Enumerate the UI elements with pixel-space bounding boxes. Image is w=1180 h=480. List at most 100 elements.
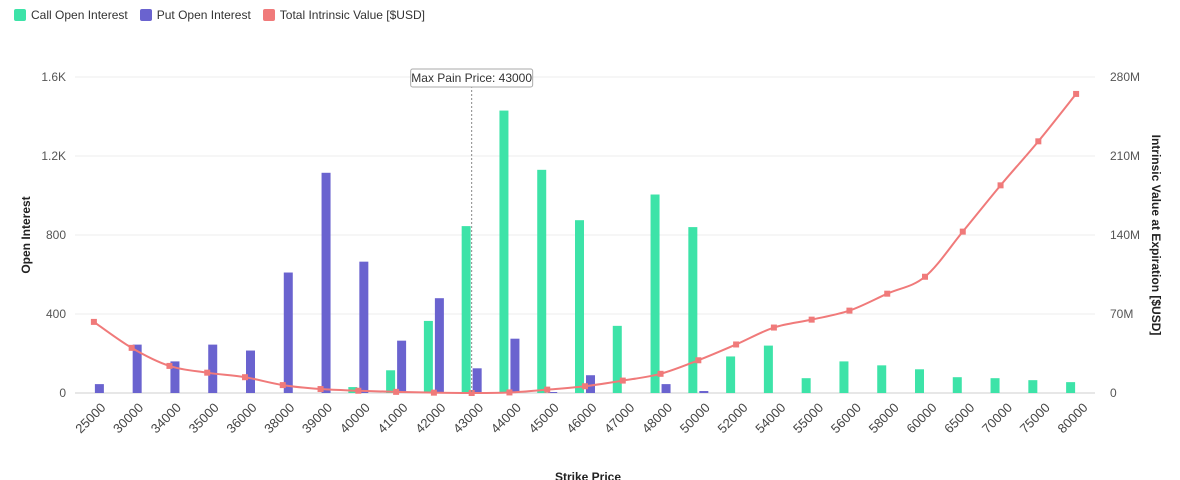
call-bar [877, 365, 887, 393]
x-tick-label: 41000 [374, 400, 410, 436]
legend-item-call[interactable]: Call Open Interest [14, 8, 128, 22]
x-tick-label: 70000 [979, 400, 1015, 436]
x-tick-label: 55000 [790, 400, 826, 436]
y-axis-title: Open Interest [19, 196, 33, 273]
x-tick-label: 34000 [148, 400, 184, 436]
call-bar [1066, 382, 1076, 393]
line-point [355, 387, 362, 394]
put-bar [434, 298, 444, 393]
line-point [619, 377, 626, 384]
call-bar [650, 194, 660, 393]
legend-total-label: Total Intrinsic Value [$USD] [279, 8, 425, 22]
y-tick-label: 0 [59, 386, 66, 400]
call-bar [575, 220, 584, 393]
line-point [128, 344, 135, 351]
y2-tick-label: 280M [1110, 70, 1140, 84]
put-bar [586, 375, 595, 393]
x-tick-label: 80000 [1054, 400, 1090, 436]
x-tick-label: 45000 [526, 400, 562, 436]
x-tick-label: 40000 [337, 400, 373, 436]
line-point [393, 388, 400, 395]
call-bar [688, 227, 698, 393]
x-tick-label: 44000 [488, 400, 524, 436]
x-tick-label: 75000 [1017, 400, 1053, 436]
bars-layer [94, 110, 1076, 393]
y-tick-label: 1.2K [41, 149, 66, 163]
y2-axis-title: Intrinsic Value at Expiration [$USD] [1149, 135, 1163, 336]
x-tick-label: 50000 [677, 400, 713, 436]
put-bar [246, 350, 255, 393]
line-point [922, 273, 928, 280]
y2-tick-label: 140M [1110, 228, 1140, 242]
y-tick-label: 1.6K [41, 70, 66, 84]
legend-put-label: Put Open Interest [156, 8, 251, 22]
y2-tick-label: 0 [1110, 386, 1117, 400]
x-tick-label: 58000 [866, 400, 902, 436]
line-point [1073, 90, 1080, 97]
y2-axis-ticks: 0 70M 140M 210M 280M [1110, 70, 1140, 400]
call-bar [423, 320, 433, 393]
x-tick-label: 60000 [903, 400, 939, 436]
put-bar [661, 384, 671, 393]
put-swatch-icon [139, 9, 152, 21]
line-point [808, 316, 815, 323]
x-tick-label: 25000 [72, 400, 108, 436]
put-bar [548, 392, 558, 393]
line-point [317, 386, 324, 393]
y-tick-label: 400 [46, 307, 66, 321]
y-tick-label: 800 [46, 228, 66, 242]
x-tick-label: 38000 [261, 400, 297, 436]
x-tick-label: 65000 [941, 400, 977, 436]
line-point [582, 383, 588, 390]
x-tick-label: 35000 [186, 400, 222, 436]
x-axis-ticks: 25000 30000 34000 35000 36000 38000 39000 40000… [72, 400, 1090, 436]
put-bar [283, 272, 293, 393]
line-point [695, 357, 702, 364]
total-intrinsic-line [93, 93, 1077, 395]
y2-tick-label: 210M [1110, 149, 1140, 163]
put-bar [510, 338, 520, 393]
call-bar [915, 369, 924, 393]
call-bar [763, 345, 773, 393]
call-bar [386, 370, 396, 393]
put-bar [699, 391, 709, 393]
put-bar [94, 384, 104, 393]
line-point [733, 341, 740, 348]
max-pain-annotation: Max Pain Price: 43000 [410, 68, 534, 393]
x-tick-label: 36000 [223, 400, 259, 436]
line-point [166, 362, 173, 369]
x-tick-label: 52000 [714, 400, 750, 436]
x-tick-label: 54000 [752, 400, 788, 436]
y2-tick-label: 70M [1110, 307, 1133, 321]
put-bar [359, 261, 369, 393]
line-point [657, 370, 664, 377]
line-point [242, 374, 248, 381]
x-tick-label: 46000 [563, 400, 599, 436]
line-point [468, 390, 475, 396]
legend-item-put[interactable]: Put Open Interest [139, 8, 251, 22]
x-tick-label: 47000 [601, 400, 637, 436]
x-tick-label: 30000 [110, 400, 146, 436]
x-tick-label: 56000 [828, 400, 864, 436]
put-bar [321, 172, 331, 393]
call-bar [537, 169, 547, 393]
max-pain-label-box [410, 68, 534, 88]
call-bar [461, 226, 471, 393]
call-bar [839, 361, 849, 393]
line-point [846, 307, 853, 314]
call-bar [990, 378, 1000, 393]
x-tick-label: 42000 [412, 400, 448, 436]
call-swatch-icon [14, 9, 26, 21]
line-point [544, 386, 551, 393]
x-tick-label: 39000 [299, 400, 335, 436]
legend-item-total[interactable]: Total Intrinsic Value [$USD] [262, 8, 425, 22]
line-point [1035, 138, 1042, 145]
line-layer [90, 90, 1080, 396]
call-bar [952, 377, 962, 393]
line-point [506, 389, 513, 396]
put-bar [208, 344, 218, 393]
line-point [959, 228, 966, 235]
legend-call-label: Call Open Interest [31, 8, 128, 22]
y-axis-ticks: 0 400 800 1.2K 1.6K [41, 70, 66, 400]
